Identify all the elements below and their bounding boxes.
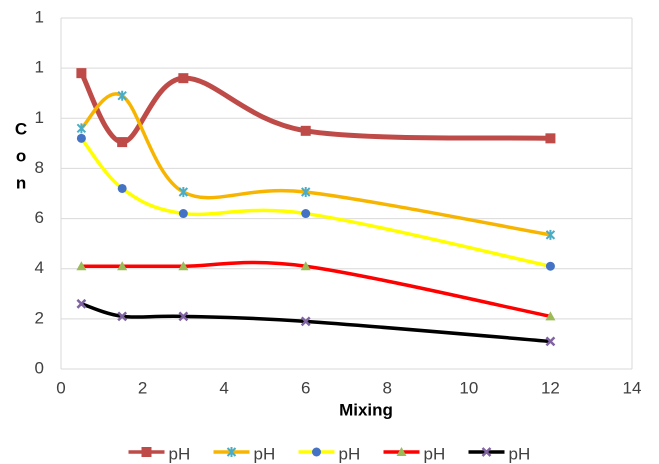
marker <box>301 186 311 197</box>
marker <box>76 133 86 143</box>
marker <box>545 261 555 271</box>
legend-entry: pH <box>383 444 446 463</box>
y-tick-label: 2 <box>35 308 44 327</box>
marker <box>117 311 128 322</box>
y-tick-label: 6 <box>35 208 44 227</box>
marker <box>178 73 189 84</box>
y-tick-label: 1 <box>35 58 44 77</box>
marker <box>178 261 189 271</box>
marker <box>545 311 556 321</box>
legend-label: pH <box>254 444 276 463</box>
marker <box>117 183 127 193</box>
marker <box>300 316 311 327</box>
series-line <box>80 302 551 344</box>
series-line <box>81 260 551 319</box>
marker <box>545 133 556 144</box>
marker <box>117 261 128 271</box>
marker <box>178 186 189 197</box>
legend-entry: pH <box>298 444 361 463</box>
x-tick-label: 0 <box>56 378 65 397</box>
legend-label: pH <box>424 444 446 463</box>
y-axis-title: Con <box>12 120 31 201</box>
marker <box>76 123 87 134</box>
x-tick-label: 4 <box>219 378 228 397</box>
x-tick-label: 6 <box>301 378 310 397</box>
marker <box>545 229 556 240</box>
legend-entry: pH <box>213 444 276 463</box>
marker <box>312 447 321 457</box>
y-tick-label: 1 <box>35 7 44 26</box>
legend-entry: pH <box>468 444 531 463</box>
legend-label: pH <box>339 444 361 463</box>
y-tick-label: 0 <box>35 358 44 377</box>
marker <box>117 90 127 101</box>
marker <box>481 447 492 457</box>
series-line <box>80 137 551 268</box>
x-tick-label: 8 <box>383 378 392 397</box>
series-line <box>80 92 551 237</box>
marker <box>396 447 407 456</box>
marker <box>117 137 128 148</box>
y-tick-label: 8 <box>35 158 44 177</box>
legend-entry: pH <box>128 444 191 463</box>
x-tick-label: 14 <box>623 378 642 397</box>
marker <box>178 209 188 219</box>
x-axis-title: Mixing <box>339 400 393 419</box>
legend-label: pH <box>509 444 531 463</box>
x-tick-label: 2 <box>138 378 147 397</box>
marker <box>178 311 189 322</box>
marker <box>76 261 87 271</box>
marker <box>226 447 237 457</box>
y-tick-label: 4 <box>35 258 44 277</box>
marker <box>76 68 87 79</box>
legend-label: pH <box>169 444 191 463</box>
marker <box>300 261 311 271</box>
marker <box>141 447 152 457</box>
x-tick-label: 10 <box>459 378 478 397</box>
marker <box>545 336 556 347</box>
marker <box>76 298 87 309</box>
y-tick-label: 1 <box>35 108 44 127</box>
marker <box>301 209 311 219</box>
x-tick-label: 12 <box>541 378 560 397</box>
series-line <box>79 71 551 145</box>
marker <box>300 125 311 136</box>
